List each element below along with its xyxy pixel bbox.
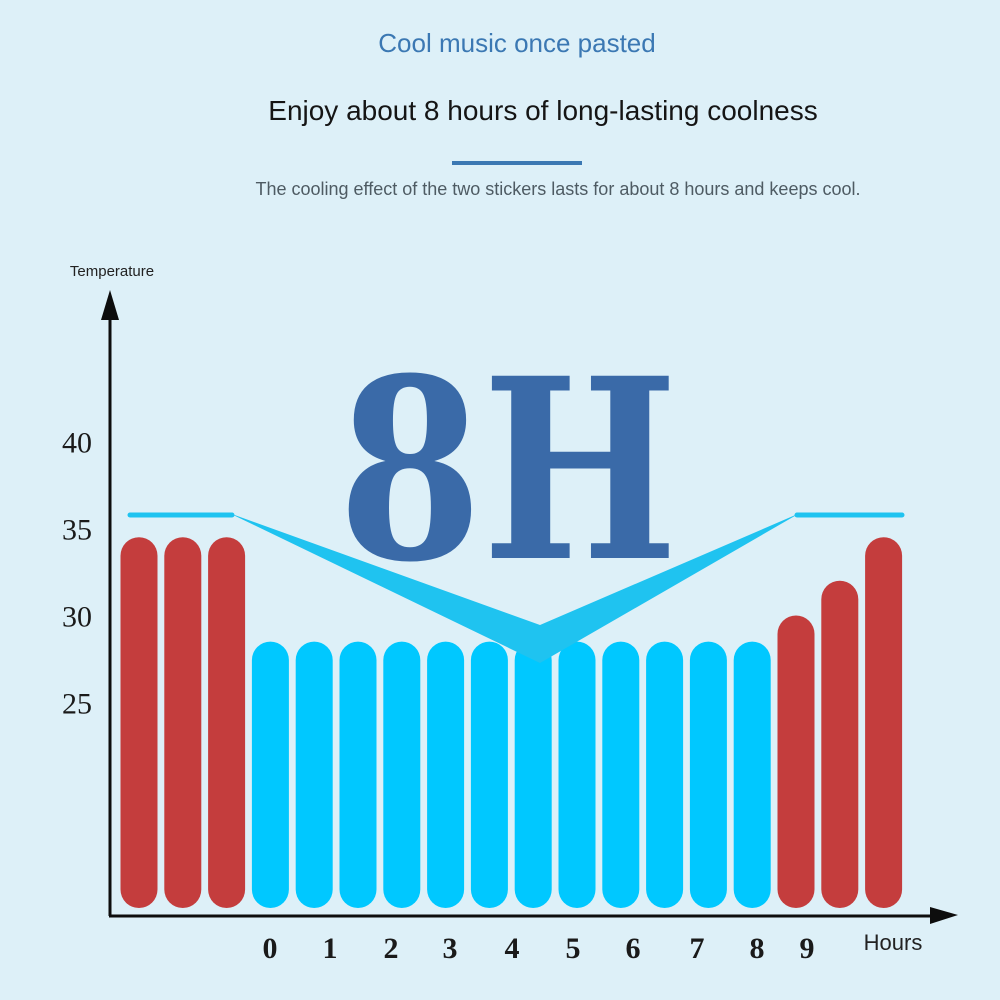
y-axis-label: Temperature [70,263,154,280]
bar [470,641,508,908]
bars-group [120,537,903,908]
bar [383,641,421,908]
bar [120,537,158,908]
x-ticks-group: 0 1 2 3 4 5 6 7 8 9 [263,932,815,965]
bar [295,641,333,908]
x-tick-label: 8 [750,932,765,965]
bar [558,641,596,908]
bar [777,615,815,908]
x-axis-label: Hours [864,930,923,955]
bar [339,641,377,908]
bar [427,641,465,908]
y-tick-label: 30 [62,601,92,634]
y-tick-label: 25 [62,688,92,721]
bar [514,641,552,908]
y-ticks-group: 40 35 30 25 [62,427,92,721]
y-tick-label: 35 [62,514,92,547]
duration-label: 8H [338,323,678,617]
temperature-chart: 8H 40 35 30 25 0 1 2 3 4 5 6 7 8 9 Temperature Hours [62,263,958,965]
bar [164,537,202,908]
bar [821,580,859,908]
x-tick-label: 6 [626,932,641,965]
headline: Enjoy about 8 hours of long-lasting cool… [268,95,818,126]
x-tick-label: 2 [384,932,399,965]
x-tick-label: 4 [505,932,520,965]
bar [646,641,684,908]
x-tick-label: 0 [263,932,278,965]
x-axis-arrow [930,907,958,924]
x-tick-label: 7 [690,932,705,965]
curve-v-band [229,513,800,663]
x-tick-label: 5 [566,932,581,965]
bar [208,537,246,908]
description: The cooling effect of the two stickers l… [255,179,861,199]
x-tick-label: 9 [800,932,815,965]
y-tick-label: 40 [62,427,92,460]
bar [251,641,289,908]
axes-group [101,290,958,924]
brand-title: Cool music once pasted [378,28,656,58]
bar [865,537,903,908]
divider [452,161,582,165]
header: Cool music once pasted Enjoy about 8 hou… [0,0,1000,230]
cooling-curve-group [127,512,905,663]
x-tick-label: 3 [443,932,458,965]
bar [733,641,771,908]
x-tick-label: 1 [323,932,338,965]
bar [602,641,640,908]
y-axis-arrow [101,290,119,320]
bar [689,641,727,908]
